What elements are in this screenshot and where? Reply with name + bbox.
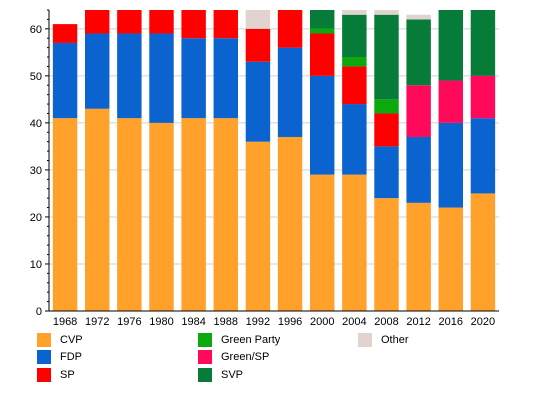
gridlines bbox=[49, 28, 499, 265]
bar-segment-sp-1968 bbox=[52, 24, 78, 43]
bar-segment-sp-2008 bbox=[374, 113, 399, 147]
bar-segment-other-2004 bbox=[342, 10, 367, 15]
bar-segment-svp-2008 bbox=[374, 14, 399, 100]
bar-segment-fdp-1992 bbox=[245, 61, 271, 142]
bar-segment-fdp-1976 bbox=[117, 33, 142, 119]
x-tick-label: 1968 bbox=[53, 316, 77, 328]
bar-segment-sp-1984 bbox=[181, 10, 206, 39]
bar-segment-fdp-1984 bbox=[181, 38, 206, 119]
bar-segment-cvp-1968 bbox=[52, 118, 78, 311]
bar-segment-cvp-2016 bbox=[438, 207, 463, 311]
bar-segment-svp-2012 bbox=[406, 19, 431, 86]
x-tick-label: 1996 bbox=[278, 316, 302, 328]
bar-segment-other-2012 bbox=[406, 14, 431, 20]
bar-segment-fdp-2004 bbox=[342, 104, 367, 175]
bar-segment-svp-2016 bbox=[438, 10, 463, 81]
y-tick-label: 40 bbox=[30, 118, 42, 130]
bar-segment-cvp-1988 bbox=[213, 118, 238, 311]
x-tick-label: 2008 bbox=[374, 316, 398, 328]
x-tick-label: 1980 bbox=[149, 316, 173, 328]
bar-segment-cvp-1992 bbox=[245, 141, 271, 311]
bar-segment-sp-2000 bbox=[310, 33, 335, 76]
bar-segment-green-party-2004 bbox=[342, 57, 367, 67]
x-tick-label: 2004 bbox=[342, 316, 366, 328]
y-tick-label: 30 bbox=[30, 165, 42, 177]
bar-segment-fdp-2020 bbox=[470, 118, 496, 194]
bar-segment-green-sp-2012 bbox=[406, 85, 431, 137]
bar-segment-sp-1996 bbox=[277, 10, 303, 48]
bar-segment-fdp-1968 bbox=[52, 42, 78, 119]
bars bbox=[52, 10, 496, 311]
x-tick-label: 1976 bbox=[117, 316, 141, 328]
y-tick-label: 20 bbox=[30, 212, 42, 224]
bar-segment-cvp-2012 bbox=[406, 202, 431, 311]
bar-segment-cvp-2004 bbox=[342, 174, 367, 311]
x-tick-label: 1972 bbox=[85, 316, 109, 328]
bar-segment-fdp-1980 bbox=[149, 33, 174, 123]
bar-segment-green-sp-2020 bbox=[470, 75, 496, 119]
bar-segment-svp-2000 bbox=[310, 10, 335, 29]
bar-segment-green-sp-2016 bbox=[438, 80, 463, 123]
bar-segment-green-party-2008 bbox=[374, 99, 399, 114]
bar-segment-fdp-2000 bbox=[310, 75, 335, 175]
bar-segment-sp-1972 bbox=[85, 10, 110, 34]
bar-segment-sp-1980 bbox=[149, 10, 174, 34]
x-tick-label: 1992 bbox=[246, 316, 270, 328]
x-tick-label: 1984 bbox=[181, 316, 205, 328]
bar-segment-other-2008 bbox=[374, 10, 399, 15]
bar-segment-sp-1992 bbox=[245, 28, 271, 62]
bar-segment-fdp-2012 bbox=[406, 136, 431, 203]
bar-segment-cvp-2020 bbox=[470, 193, 496, 311]
bar-segment-sp-1976 bbox=[117, 10, 142, 34]
bar-segment-cvp-2008 bbox=[374, 198, 399, 311]
bar-segment-fdp-1996 bbox=[277, 47, 303, 137]
bar-segment-svp-2004 bbox=[342, 14, 367, 58]
x-tick-label: 1988 bbox=[214, 316, 238, 328]
bar-segment-sp-2004 bbox=[342, 66, 367, 105]
x-tick-label: 2000 bbox=[310, 316, 334, 328]
axes: 0 10 20 30 40 50 60 1968 1972 1976 1980 1984 1988 199… bbox=[30, 9, 499, 328]
bar-segment-fdp-2016 bbox=[438, 122, 463, 208]
bar-segment-fdp-2008 bbox=[374, 146, 399, 199]
bar-segment-cvp-2000 bbox=[310, 174, 335, 311]
y-tick-label: 60 bbox=[30, 24, 42, 36]
bar-segment-fdp-1972 bbox=[85, 33, 110, 109]
bar-segment-cvp-1996 bbox=[277, 136, 303, 311]
bar-segment-other-1992 bbox=[245, 10, 271, 29]
bar-segment-svp-2020 bbox=[470, 10, 496, 76]
x-tick-label: 2020 bbox=[471, 316, 495, 328]
bar-segment-cvp-1976 bbox=[117, 118, 142, 311]
bar-segment-cvp-1980 bbox=[149, 122, 174, 311]
bar-segment-green-party-2000 bbox=[310, 28, 335, 34]
y-tick-label: 50 bbox=[30, 71, 42, 83]
y-tick-label: 0 bbox=[36, 306, 42, 318]
y-tick-label: 10 bbox=[30, 259, 42, 271]
x-tick-label: 2016 bbox=[439, 316, 463, 328]
bar-segment-fdp-1988 bbox=[213, 38, 238, 119]
x-tick-label: 2012 bbox=[406, 316, 430, 328]
bar-segment-cvp-1984 bbox=[181, 118, 206, 311]
bar-segment-cvp-1972 bbox=[85, 108, 110, 311]
bar-segment-sp-1988 bbox=[213, 10, 238, 39]
